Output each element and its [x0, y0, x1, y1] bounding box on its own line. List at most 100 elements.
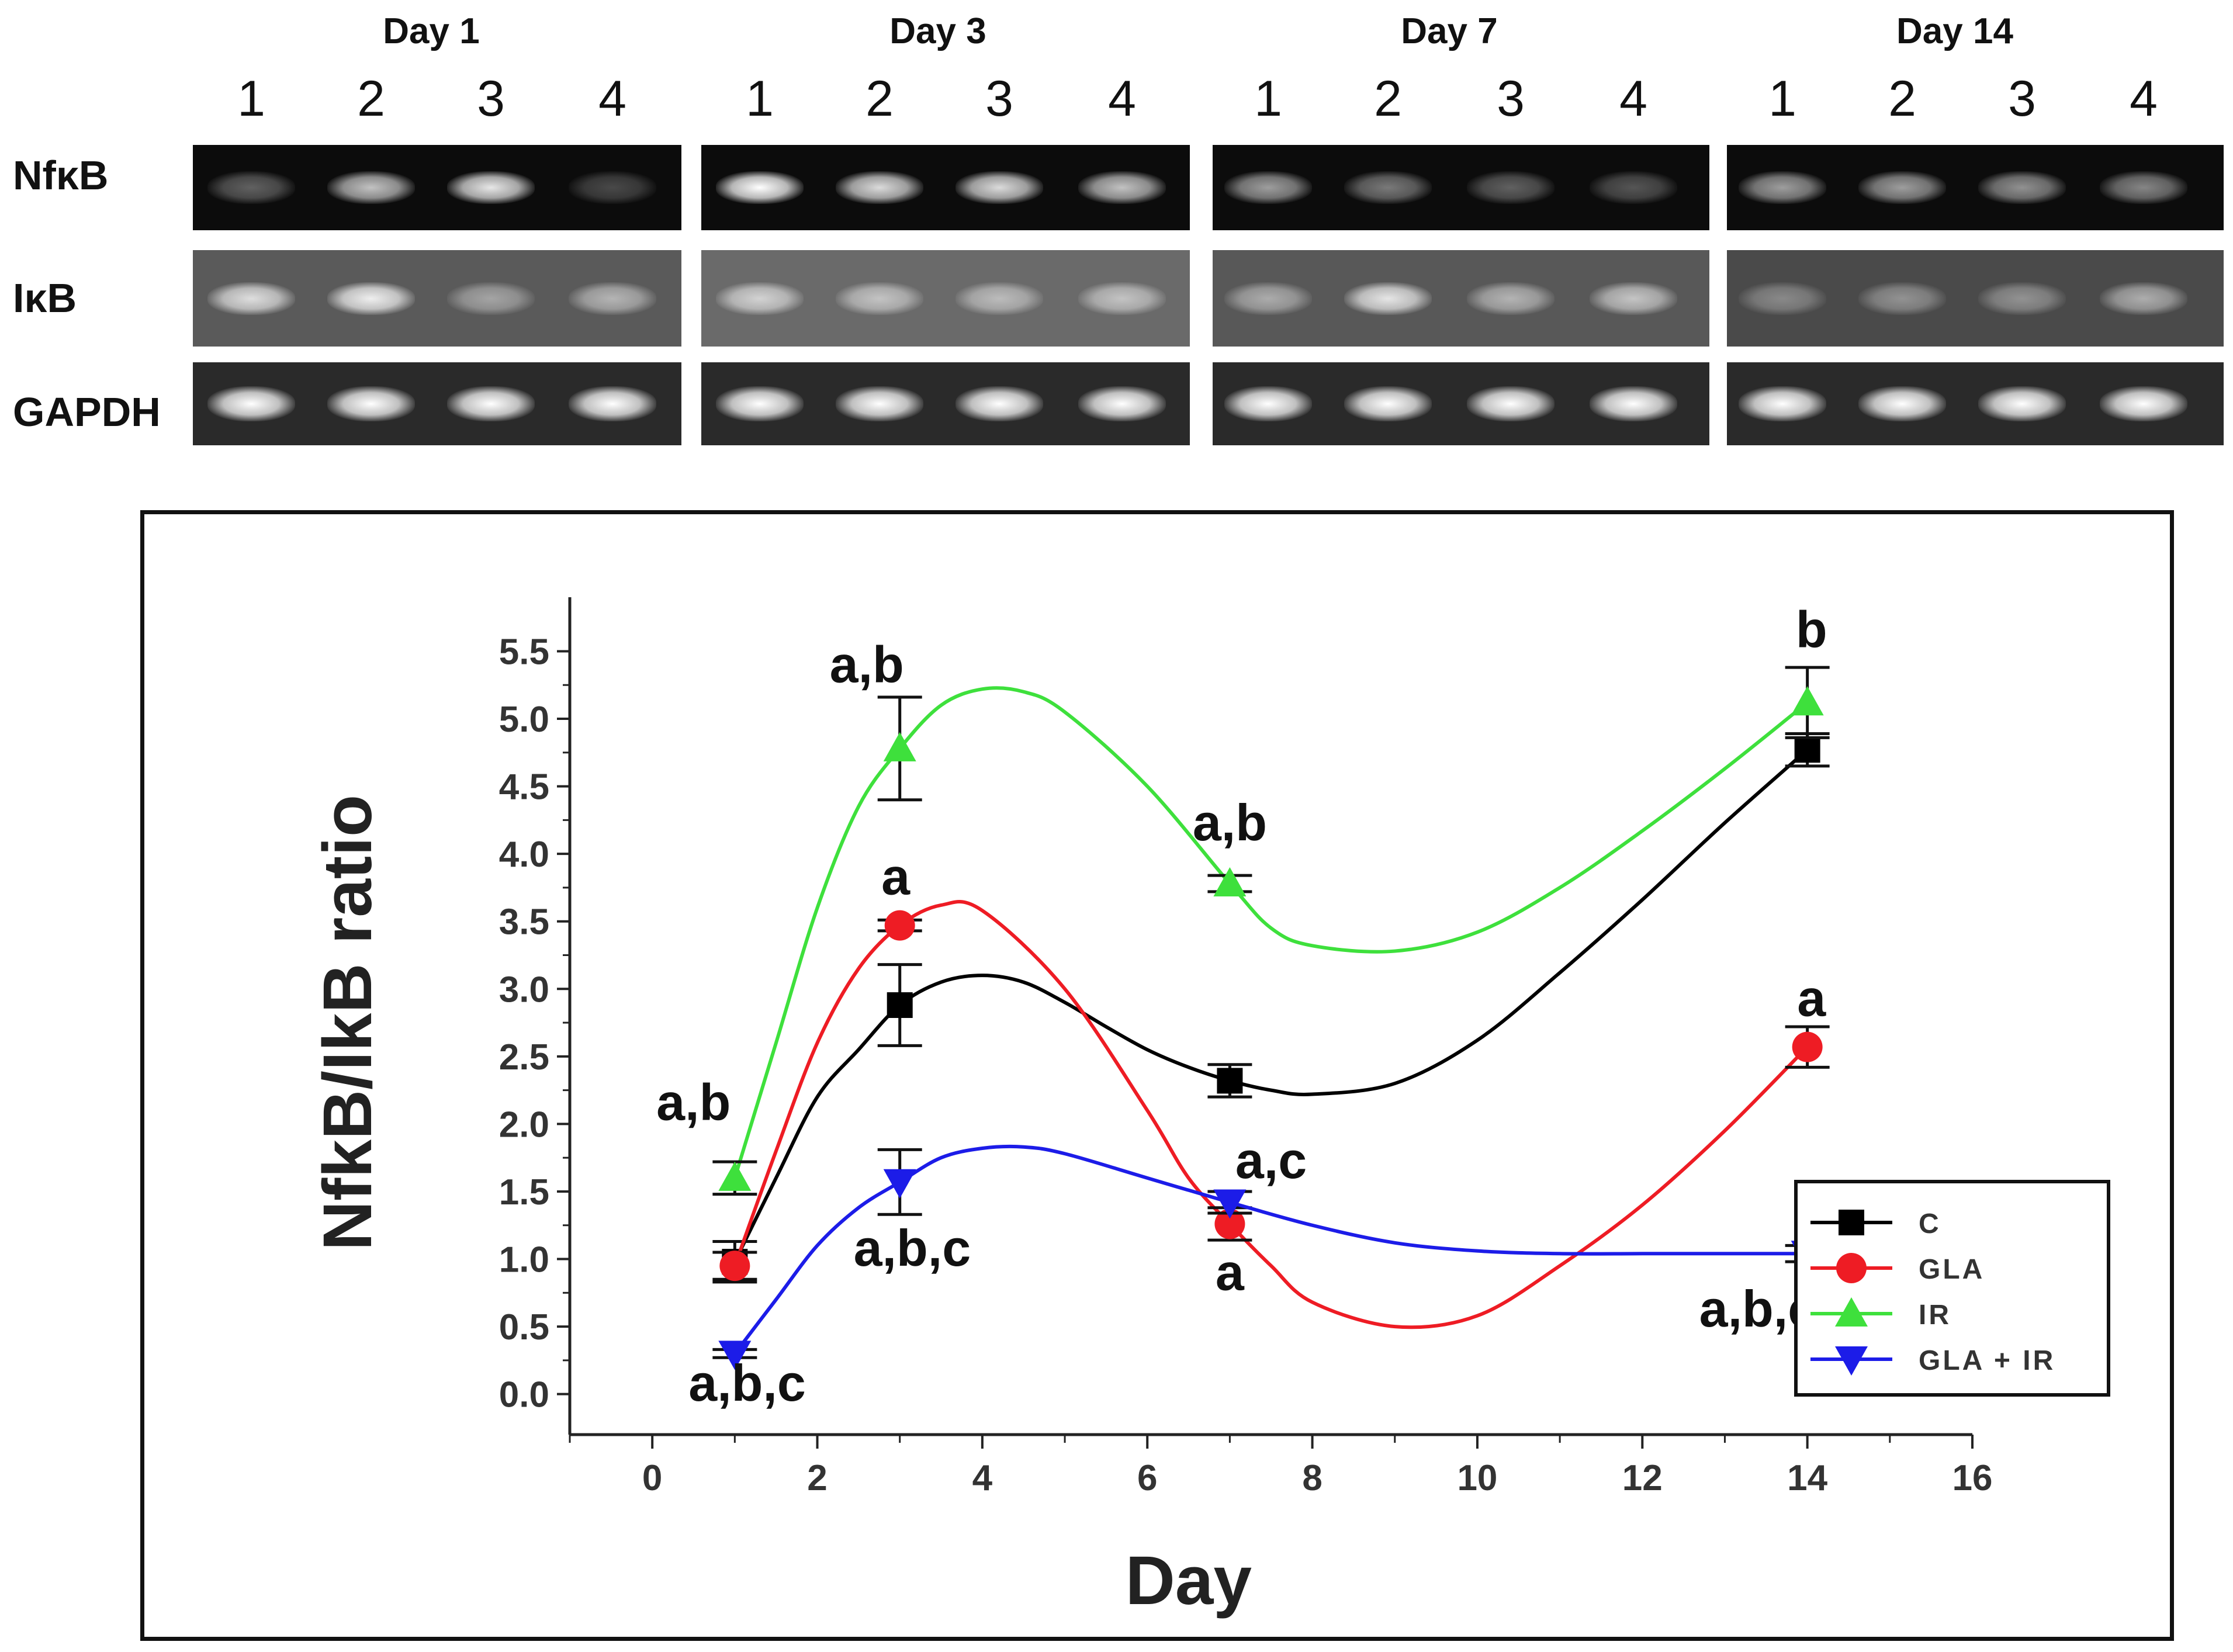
gel-band — [1467, 171, 1555, 204]
data-point-gla-ir — [1213, 1189, 1247, 1219]
gel-band — [207, 171, 295, 204]
y-tick-label: 2.0 — [499, 1104, 549, 1145]
gel-band — [327, 386, 415, 421]
gel-band — [1978, 282, 2066, 315]
gel-band — [447, 282, 535, 315]
significance-annotation: a,b — [1193, 794, 1267, 851]
gel-band — [569, 171, 656, 204]
gel-band — [2100, 282, 2187, 315]
gel-band — [1590, 171, 1677, 204]
gel-lane-number: 2 — [357, 71, 385, 127]
data-point-gla — [884, 910, 915, 941]
gel-panel — [1213, 362, 1709, 445]
gel-lane-number: 1 — [1768, 71, 1796, 127]
y-tick-label: 1.5 — [499, 1172, 549, 1213]
gel-band — [207, 386, 295, 421]
gel-lane-number: 2 — [1374, 71, 1402, 127]
gel-lane-number: 1 — [746, 71, 774, 127]
series-line-ir — [733, 686, 1809, 1179]
gel-band — [1224, 386, 1312, 421]
x-tick-label: 2 — [807, 1458, 827, 1498]
significance-annotation: a — [1216, 1244, 1245, 1301]
gel-band — [1078, 282, 1166, 315]
gel-panel — [193, 362, 681, 445]
y-axis-label: NfkB/IkB ratio — [309, 795, 386, 1251]
chart-frame: 0.0 0.5 1.0 1.5 2.0 2.5 3.0 3.5 4.0 4.5 5.0 5.5 0 2 4 6… — [140, 510, 2174, 1641]
y-tick-label: 3.0 — [499, 969, 549, 1010]
legend-marker — [1835, 1297, 1868, 1327]
y-tick-label: 2.5 — [499, 1037, 549, 1078]
x-axis-label: Day — [1126, 1542, 1252, 1619]
gel-band — [836, 386, 923, 421]
legend-label: GLA — [1919, 1254, 1985, 1285]
gel-gene-label: IκB — [13, 275, 77, 321]
data-point-gla — [1214, 1208, 1245, 1239]
gel-day-label: Day 1 — [383, 11, 480, 51]
significance-annotation: a,b,c — [854, 1219, 971, 1277]
legend-marker — [1836, 1253, 1867, 1283]
gel-day-label: Day 14 — [1896, 11, 2013, 51]
data-point-c — [1794, 737, 1820, 763]
x-tick-label: 4 — [972, 1458, 993, 1498]
significance-annotation: a — [881, 847, 910, 905]
gel-lane-number: 1 — [1254, 71, 1282, 127]
gel-panel — [701, 145, 1190, 230]
gel-band — [1467, 282, 1555, 315]
gel-band — [1344, 171, 1432, 204]
x-tick-label: 12 — [1622, 1458, 1663, 1498]
legend-marker — [1839, 1210, 1864, 1235]
y-tick-label: 1.0 — [499, 1240, 549, 1280]
gel-band — [2100, 171, 2187, 204]
y-tick-label: 3.5 — [499, 902, 549, 943]
gel-panel — [1727, 362, 2224, 445]
gel-band — [1978, 386, 2066, 421]
data-point-c — [1217, 1068, 1243, 1094]
significance-annotation: b — [1796, 601, 1827, 659]
gel-band — [955, 386, 1043, 421]
x-tick-label: 0 — [642, 1458, 662, 1498]
series-line-gla — [733, 900, 1809, 1329]
significance-annotation: a,b — [656, 1073, 731, 1131]
gel-panel — [193, 145, 681, 230]
gel-band — [1344, 282, 1432, 315]
data-point-c — [887, 992, 913, 1019]
gel-panel — [193, 250, 681, 347]
gel-day-label: Day 7 — [1401, 11, 1498, 51]
x-tick-label: 6 — [1137, 1458, 1157, 1498]
data-point-gla-ir — [883, 1169, 916, 1199]
gel-band — [1858, 282, 1946, 315]
gel-band — [955, 171, 1043, 204]
gel-band — [1978, 171, 2066, 204]
chart-svg: 0.0 0.5 1.0 1.5 2.0 2.5 3.0 3.5 4.0 4.5 5.0 5.5 0 2 4 6… — [309, 597, 2110, 1619]
gel-lane-number: 4 — [2130, 71, 2158, 127]
gel-band — [1344, 386, 1432, 421]
gel-band — [1467, 386, 1555, 421]
gel-lane-number: 4 — [598, 71, 626, 127]
gel-band — [716, 171, 804, 204]
y-tick-label: 5.5 — [499, 632, 549, 672]
gel-band — [447, 171, 535, 204]
gel-lane-number: 2 — [865, 71, 894, 127]
gel-band — [1590, 386, 1677, 421]
y-tick-label: 0.5 — [499, 1307, 549, 1348]
gel-panel — [1727, 250, 2224, 347]
gel-band — [716, 282, 804, 315]
data-point-ir — [1213, 867, 1247, 896]
y-tick-label: 4.5 — [499, 767, 549, 808]
gel-lane-number: 3 — [985, 71, 1013, 127]
gel-panel — [1213, 250, 1709, 347]
gel-band — [1739, 386, 1826, 421]
gel-band — [1739, 171, 1826, 204]
gel-panel — [701, 250, 1190, 347]
gel-lane-number: 3 — [1497, 71, 1525, 127]
gel-panel — [1213, 145, 1709, 230]
gel-band — [1858, 386, 1946, 421]
gel-lane-number: 1 — [237, 71, 265, 127]
legend-marker — [1835, 1346, 1868, 1376]
legend-label: IR — [1919, 1300, 1951, 1331]
series-line-gla-ir — [733, 1144, 1808, 1355]
legend-label: GLA + IR — [1919, 1345, 2055, 1376]
gel-band — [836, 282, 923, 315]
gel-panel — [1727, 145, 2224, 230]
series-line-c — [733, 748, 1809, 1263]
